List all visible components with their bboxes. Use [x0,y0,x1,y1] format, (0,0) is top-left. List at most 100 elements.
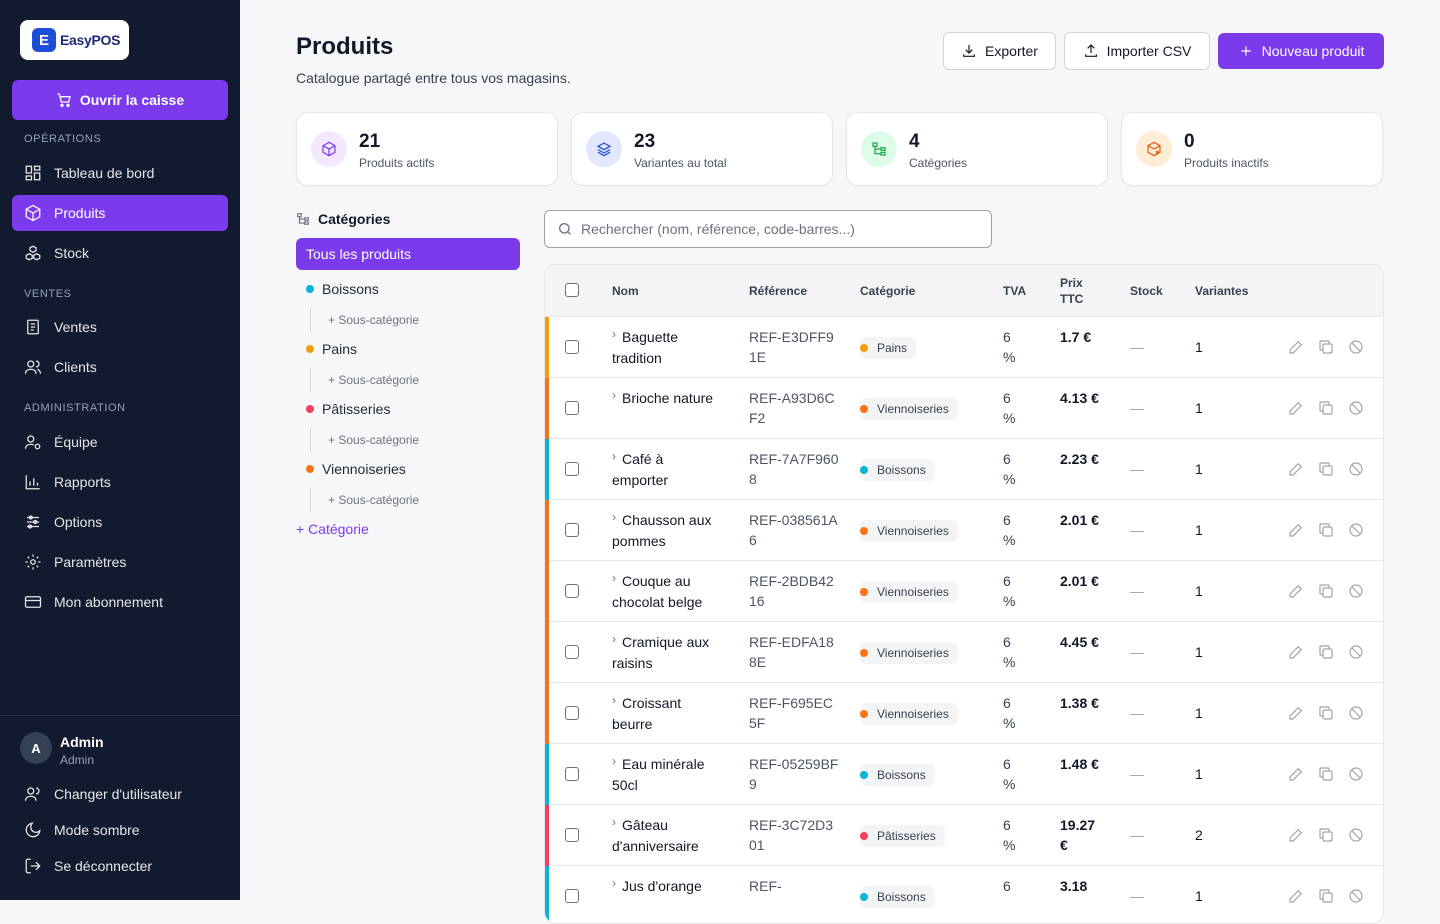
row-checkbox[interactable] [565,767,579,781]
chevron-right-icon[interactable]: › [612,510,616,524]
add-subcategory-pains[interactable]: + Sous-catégorie [310,368,419,392]
product-name[interactable]: › Café à emporter [612,449,722,490]
duplicate-icon[interactable] [1317,765,1335,783]
category-all[interactable]: Tous les produits [296,238,520,270]
row-checkbox[interactable] [565,706,579,720]
disable-icon[interactable] [1347,399,1365,417]
import-csv-button[interactable]: Importer CSV [1064,32,1210,70]
add-category-button[interactable]: + Catégorie [296,521,369,537]
edit-icon[interactable] [1287,399,1305,417]
chevron-right-icon[interactable]: › [612,693,616,707]
sidebar-item-rapports[interactable]: Rapports [12,464,228,500]
chevron-right-icon[interactable]: › [612,327,616,341]
category-pains[interactable]: Pains [306,341,357,357]
chevron-right-icon[interactable]: › [612,876,616,890]
chevron-right-icon[interactable]: › [612,571,616,585]
edit-icon[interactable] [1287,765,1305,783]
add-subcategory-patisseries[interactable]: + Sous-catégorie [310,428,419,452]
logout-button[interactable]: Se déconnecter [12,848,228,884]
duplicate-icon[interactable] [1317,338,1335,356]
col-prix[interactable]: Prix TTC [1060,276,1084,306]
duplicate-icon[interactable] [1317,460,1335,478]
product-name[interactable]: › Cramique aux raisins [612,632,722,673]
duplicate-icon[interactable] [1317,704,1335,722]
duplicate-icon[interactable] [1317,887,1335,905]
table-row[interactable]: › Baguette tradition REF-E3DFF91E Pains 6 % 1… [545,317,1383,378]
edit-icon[interactable] [1287,582,1305,600]
product-name[interactable]: › Croissant beurre [612,693,722,734]
new-product-button[interactable]: Nouveau produit [1218,33,1384,69]
col-variantes[interactable]: Variantes [1195,284,1249,298]
product-name[interactable]: › Chausson aux pommes [612,510,722,551]
sidebar-item-dashboard[interactable]: Tableau de bord [12,155,228,191]
product-name[interactable]: › Gâteau d'anniversaire [612,815,722,856]
switch-user-button[interactable]: Changer d'utilisateur [12,776,228,812]
table-row[interactable]: › Brioche nature REF-A93D6CF2 Viennoiseries… [545,378,1383,439]
edit-icon[interactable] [1287,521,1305,539]
disable-icon[interactable] [1347,826,1365,844]
add-subcategory-boissons[interactable]: + Sous-catégorie [310,308,419,332]
row-checkbox[interactable] [565,462,579,476]
sidebar-item-stock[interactable]: Stock [12,235,228,271]
sidebar-item-produits[interactable]: Produits [12,195,228,231]
search-input[interactable] [581,221,981,237]
sidebar-item-abonnement[interactable]: Mon abonnement [12,584,228,620]
col-tva[interactable]: TVA [1003,284,1027,298]
disable-icon[interactable] [1347,704,1365,722]
sidebar-item-clients[interactable]: Clients [12,349,228,385]
disable-icon[interactable] [1347,887,1365,905]
table-row[interactable]: › Eau minérale 50cl REF-05259BF9 Boissons 6 … [545,744,1383,805]
category-patisseries[interactable]: Pâtisseries [306,401,390,417]
table-row[interactable]: › Gâteau d'anniversaire REF-3C72D301 Pâtiss… [545,805,1383,866]
product-name[interactable]: › Brioche nature [612,388,722,409]
chevron-right-icon[interactable]: › [612,815,616,829]
table-row[interactable]: › Couque au chocolat belge REF-2BDB4216 Vie… [545,561,1383,622]
category-viennoiseries[interactable]: Viennoiseries [306,461,406,477]
row-checkbox[interactable] [565,889,579,903]
disable-icon[interactable] [1347,521,1365,539]
col-categorie[interactable]: Catégorie [860,284,916,298]
sidebar-item-options[interactable]: Options [12,504,228,540]
edit-icon[interactable] [1287,826,1305,844]
add-subcategory-viennoiseries[interactable]: + Sous-catégorie [310,488,419,512]
edit-icon[interactable] [1287,460,1305,478]
col-reference[interactable]: Référence [749,284,808,298]
select-all-checkbox[interactable] [565,283,579,297]
product-name[interactable]: › Jus d'orange [612,876,722,897]
chevron-right-icon[interactable]: › [612,754,616,768]
row-checkbox[interactable] [565,828,579,842]
product-name[interactable]: › Eau minérale 50cl [612,754,722,795]
table-row[interactable]: › Croissant beurre REF-F695EC5F Viennoiseri… [545,683,1383,744]
disable-icon[interactable] [1347,582,1365,600]
duplicate-icon[interactable] [1317,643,1335,661]
disable-icon[interactable] [1347,338,1365,356]
row-checkbox[interactable] [565,401,579,415]
edit-icon[interactable] [1287,643,1305,661]
logo[interactable]: E EasyPOS [20,20,129,60]
product-name[interactable]: › Couque au chocolat belge [612,571,722,612]
disable-icon[interactable] [1347,765,1365,783]
duplicate-icon[interactable] [1317,826,1335,844]
table-row[interactable]: › Chausson aux pommes REF-038561A6 Viennois… [545,500,1383,561]
sidebar-item-ventes[interactable]: Ventes [12,309,228,345]
sidebar-item-parametres[interactable]: Paramètres [12,544,228,580]
sidebar-item-equipe[interactable]: Équipe [12,424,228,460]
col-stock[interactable]: Stock [1130,284,1163,298]
edit-icon[interactable] [1287,704,1305,722]
chevron-right-icon[interactable]: › [612,388,616,402]
export-button[interactable]: Exporter [943,32,1056,70]
row-checkbox[interactable] [565,340,579,354]
col-nom[interactable]: Nom [612,284,639,298]
edit-icon[interactable] [1287,887,1305,905]
duplicate-icon[interactable] [1317,521,1335,539]
dark-mode-toggle[interactable]: Mode sombre [12,812,228,848]
edit-icon[interactable] [1287,338,1305,356]
row-checkbox[interactable] [565,645,579,659]
product-name[interactable]: › Baguette tradition [612,327,722,368]
chevron-right-icon[interactable]: › [612,449,616,463]
duplicate-icon[interactable] [1317,399,1335,417]
disable-icon[interactable] [1347,643,1365,661]
table-row[interactable]: › Cramique aux raisins REF-EDFA188E Viennoi… [545,622,1383,683]
row-checkbox[interactable] [565,523,579,537]
open-register-button[interactable]: Ouvrir la caisse [12,80,228,120]
